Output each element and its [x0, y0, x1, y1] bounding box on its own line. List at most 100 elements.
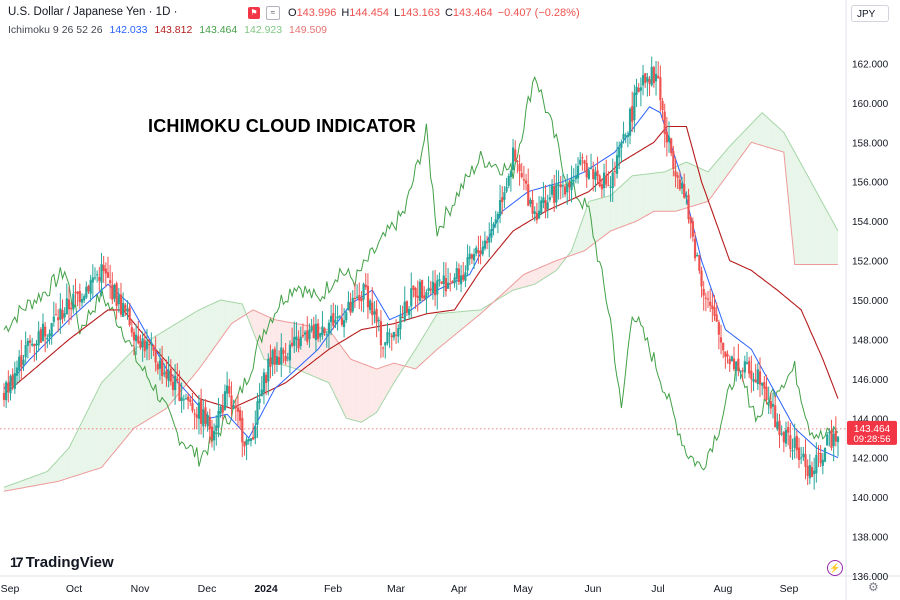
candle-body — [7, 382, 10, 392]
ohlc-low-label: L — [394, 6, 401, 19]
candle-body — [492, 223, 495, 229]
candle-body — [533, 211, 536, 214]
candle-body — [11, 374, 14, 386]
bolt-icon[interactable]: ⚡ — [827, 560, 843, 576]
candle-body — [113, 284, 116, 299]
cloud-segment — [359, 362, 362, 423]
cloud-segment — [350, 359, 353, 420]
cloud-segment — [671, 167, 674, 212]
cloud-segment — [799, 160, 802, 265]
candle-body — [663, 111, 666, 135]
cloud-segment — [19, 480, 22, 489]
candle-body — [193, 413, 196, 415]
cloud-segment — [328, 329, 332, 388]
gear-icon[interactable]: ⚙ — [868, 580, 879, 594]
candle-body — [9, 376, 12, 394]
candle-body — [550, 185, 554, 195]
candle-body — [39, 329, 42, 343]
candle-body — [711, 305, 714, 309]
y-tick-label: 138.000 — [852, 533, 889, 544]
candle-body — [98, 276, 101, 281]
candle-body — [639, 87, 642, 91]
cloud-segment — [474, 310, 477, 320]
cloud-segment — [339, 344, 342, 410]
candle-body — [15, 367, 19, 376]
cloud-segment — [233, 302, 236, 323]
x-tick-label: Jun — [585, 583, 602, 595]
candle-body — [117, 295, 120, 305]
candle-body — [293, 337, 296, 346]
candle-body — [418, 281, 422, 301]
cloud-segment — [786, 136, 789, 198]
candle-body — [602, 172, 606, 189]
candle-body — [592, 169, 595, 179]
cloud-segment — [36, 474, 39, 486]
candle-body — [613, 171, 616, 173]
wave-icon[interactable]: ≈ — [266, 6, 280, 20]
cloud-segment — [311, 326, 314, 377]
cloud-segment — [818, 195, 821, 265]
candle-body — [823, 447, 827, 462]
cloud-segment — [630, 175, 633, 224]
candle-body — [527, 184, 530, 206]
candle-body — [61, 309, 64, 320]
candle-body — [165, 370, 168, 379]
cloud-segment — [419, 338, 423, 366]
candle-body — [589, 168, 593, 170]
currency-button[interactable]: JPY — [851, 5, 889, 22]
candle-body — [301, 334, 305, 337]
cloud-segment — [346, 353, 349, 419]
cloud-segment — [586, 201, 589, 250]
candle-body — [63, 313, 66, 318]
candle-body — [141, 338, 144, 348]
price-tag-value: 143.464 — [854, 424, 891, 435]
candle-body — [195, 414, 198, 418]
cloud-segment — [23, 479, 26, 488]
indicator-legend[interactable]: Ichimoku 9 26 52 26 142.033 143.812 143.… — [8, 24, 331, 36]
symbol-title[interactable]: U.S. Dollar / Japanese Yen · 1D · — [8, 6, 178, 18]
candle-body — [529, 199, 532, 204]
cloud-segment — [374, 368, 377, 414]
candle-body — [685, 196, 688, 198]
cloud-segment — [751, 121, 754, 143]
cloud-segment — [218, 300, 221, 342]
tradingview-logo[interactable]: 17 TradingView — [10, 554, 114, 571]
candle-body — [96, 274, 99, 276]
x-tick-label: Sep — [780, 583, 799, 595]
candle-body — [704, 297, 707, 299]
candle-body — [104, 268, 107, 274]
y-tick-label: 152.000 — [852, 257, 889, 268]
candle-body — [345, 312, 348, 321]
cloud-segment — [235, 302, 238, 321]
candle-body — [423, 295, 426, 299]
cloud-segment — [136, 346, 139, 427]
candle-body — [158, 360, 162, 369]
candle-body — [401, 317, 404, 319]
cloud-segment — [110, 371, 113, 458]
candle-body — [570, 178, 573, 191]
x-tick-label: Jul — [651, 583, 664, 595]
candle-body — [358, 295, 361, 301]
candle-body — [204, 407, 207, 424]
candle-body — [459, 275, 463, 285]
candle-body — [559, 184, 562, 188]
cloud-segment — [81, 417, 85, 474]
candle-body — [631, 106, 634, 122]
cloud-segment — [547, 263, 550, 276]
cloud-segment — [120, 360, 124, 444]
candlesticks — [2, 56, 840, 490]
cloud-segment — [517, 278, 520, 289]
flag-icon[interactable]: ⚑ — [248, 7, 260, 19]
cloud-segment — [666, 169, 670, 212]
cloud-segment — [207, 304, 210, 357]
candle-body — [161, 359, 164, 376]
cloud-segment — [42, 472, 46, 485]
candle-body — [466, 257, 469, 271]
cloud-segment — [532, 269, 535, 285]
candle-body — [67, 299, 71, 310]
cloud-segment — [623, 181, 626, 227]
candle-body — [676, 175, 679, 178]
cloud-segment — [396, 363, 399, 380]
candle-body — [652, 67, 655, 84]
